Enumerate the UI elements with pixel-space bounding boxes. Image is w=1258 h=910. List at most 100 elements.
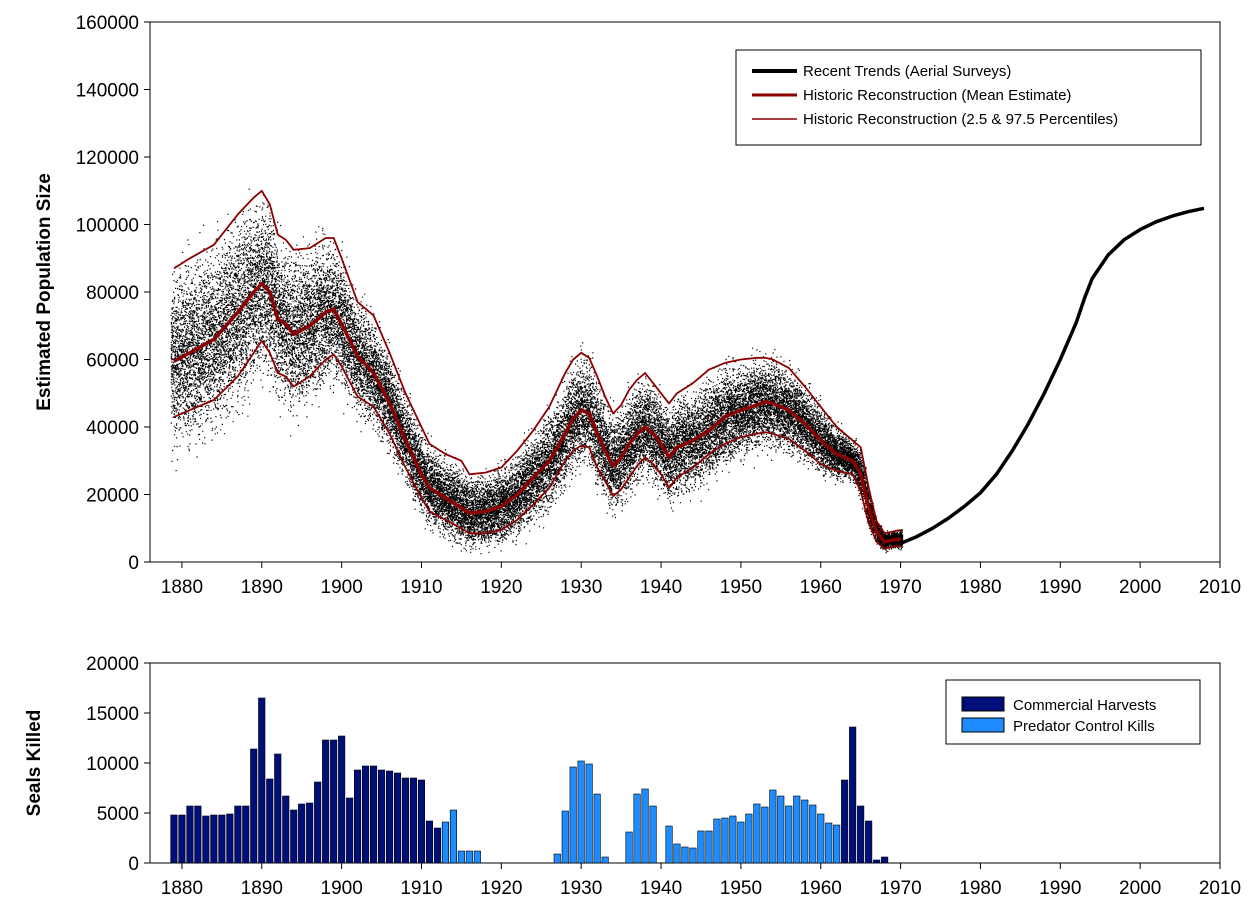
legend-label-percentiles: Historic Reconstruction (2.5 & 97.5 Perc…: [803, 111, 1118, 128]
population-x-tick-label: 1990: [1039, 577, 1081, 598]
simulation-scatter-points: [170, 188, 904, 555]
population-x-tick-label: 1910: [400, 577, 442, 598]
bar-predator-control: [673, 843, 681, 864]
kills-y-tick-label: 0: [128, 854, 139, 875]
population-y-tick-label: 0: [128, 553, 139, 574]
bar-predator-control: [809, 804, 817, 864]
kills-x-tick-label: 1990: [1039, 878, 1081, 899]
population-legend-box: [735, 49, 1202, 146]
bar-predator-control: [457, 850, 465, 864]
kills-x-tick-label: 1920: [480, 878, 522, 899]
population-x-tick-label: 1970: [879, 577, 921, 598]
bar-commercial-harvest: [170, 814, 178, 864]
legend-label-mean-estimate: Historic Reconstruction (Mean Estimate): [803, 87, 1071, 104]
bar-predator-control: [737, 821, 745, 864]
bar-commercial-harvest: [226, 813, 234, 864]
population-y-tick-label: 120000: [76, 148, 139, 169]
bar-predator-control: [633, 793, 641, 864]
bar-predator-control: [665, 825, 673, 864]
bar-predator-control: [561, 810, 569, 864]
bar-commercial-harvest: [306, 802, 314, 864]
kills-y-axis-label: Seals Killed: [24, 710, 45, 817]
bar-commercial-harvest: [393, 772, 402, 864]
population-x-tick-label: 1880: [161, 577, 203, 598]
bar-predator-control: [569, 766, 577, 864]
bar-commercial-harvest: [250, 748, 258, 864]
bar-commercial-harvest: [274, 753, 282, 864]
bar-predator-control: [729, 815, 737, 864]
kills-y-tick-label: 10000: [86, 754, 139, 775]
kills-y-tick-label: 15000: [86, 704, 139, 725]
bar-commercial-harvest: [186, 805, 194, 864]
population-y-tick-label: 40000: [86, 418, 139, 439]
bar-commercial-harvest: [385, 770, 394, 864]
kills-x-tick-label: 1970: [879, 878, 921, 899]
kills-x-tick-label: 1940: [640, 878, 682, 899]
population-x-tick-label: 2010: [1199, 577, 1241, 598]
kills-bars: [170, 697, 889, 864]
bar-predator-control: [801, 799, 809, 864]
bar-commercial-harvest: [881, 856, 889, 864]
bar-commercial-harvest: [409, 777, 418, 864]
bar-commercial-harvest: [194, 805, 202, 864]
bar-predator-control: [785, 805, 793, 864]
bar-commercial-harvest: [377, 769, 386, 864]
bar-commercial-harvest: [202, 815, 210, 864]
bar-commercial-harvest: [322, 739, 330, 864]
bar-commercial-harvest: [218, 814, 226, 864]
bar-commercial-harvest: [266, 778, 274, 864]
population-x-tick-label: 1940: [640, 577, 682, 598]
bar-commercial-harvest: [849, 726, 857, 864]
bar-predator-control: [689, 847, 697, 864]
population-x-tick-label: 1980: [959, 577, 1001, 598]
bar-commercial-harvest: [353, 769, 362, 864]
kills-x-tick-label: 1910: [400, 878, 442, 899]
bar-commercial-harvest: [873, 859, 881, 864]
kills-x-tick-label: 1890: [241, 878, 283, 899]
kills-x-tick-label: 2000: [1119, 878, 1161, 899]
bar-predator-control: [833, 824, 841, 864]
bar-commercial-harvest: [361, 765, 370, 864]
bar-predator-control: [465, 850, 473, 864]
bar-predator-control: [745, 813, 753, 864]
bar-commercial-harvest: [314, 781, 322, 864]
bar-commercial-harvest: [242, 805, 250, 864]
population-y-tick-label: 80000: [86, 283, 139, 304]
bar-predator-control: [793, 795, 801, 864]
population-y-tick-label: 140000: [76, 81, 139, 102]
bar-predator-control: [593, 793, 601, 864]
bar-commercial-harvest: [425, 820, 434, 864]
bar-predator-control: [641, 788, 649, 864]
bar-commercial-harvest: [234, 805, 242, 864]
bar-predator-control: [449, 809, 458, 864]
population-y-tick-label: 160000: [76, 13, 139, 34]
kills-y-tick-label: 20000: [86, 654, 139, 675]
series-line-upper-percentile: [173, 189, 901, 535]
bar-predator-control: [577, 760, 585, 864]
bar-commercial-harvest: [433, 827, 442, 864]
bar-predator-control: [825, 822, 833, 864]
population-x-tick-label: 1920: [480, 577, 522, 598]
bar-predator-control: [761, 806, 769, 864]
simulation-scatter-cloud: [170, 188, 904, 555]
bar-commercial-harvest: [178, 814, 186, 864]
kills-x-tick-label: 2010: [1199, 878, 1241, 899]
series-line-lower-percentile: [173, 339, 901, 550]
bar-commercial-harvest: [401, 777, 410, 864]
series-line-mean-estimate: [173, 281, 901, 544]
bar-predator-control: [753, 803, 761, 864]
population-x-tick-label: 1960: [800, 577, 842, 598]
kills-y-tick-label: 5000: [97, 804, 139, 825]
bar-predator-control: [769, 789, 777, 864]
bar-predator-control: [777, 795, 785, 864]
kills-chart: 1880 1890 1900 1910 1920 1930 1940 1950 1960 1970…: [24, 654, 1241, 899]
kills-y-axis: 0 5000 10000 15000 20000: [86, 654, 150, 875]
bar-commercial-harvest: [282, 795, 290, 864]
bar-commercial-harvest: [298, 803, 306, 864]
kills-legend-box: [945, 679, 1201, 745]
bar-predator-control: [441, 821, 450, 864]
bar-predator-control: [601, 856, 609, 864]
population-chart: 1880 1890 1900 1910 1920 1930 1940 1950 1960 1970…: [34, 13, 1241, 598]
bar-commercial-harvest: [330, 739, 338, 864]
